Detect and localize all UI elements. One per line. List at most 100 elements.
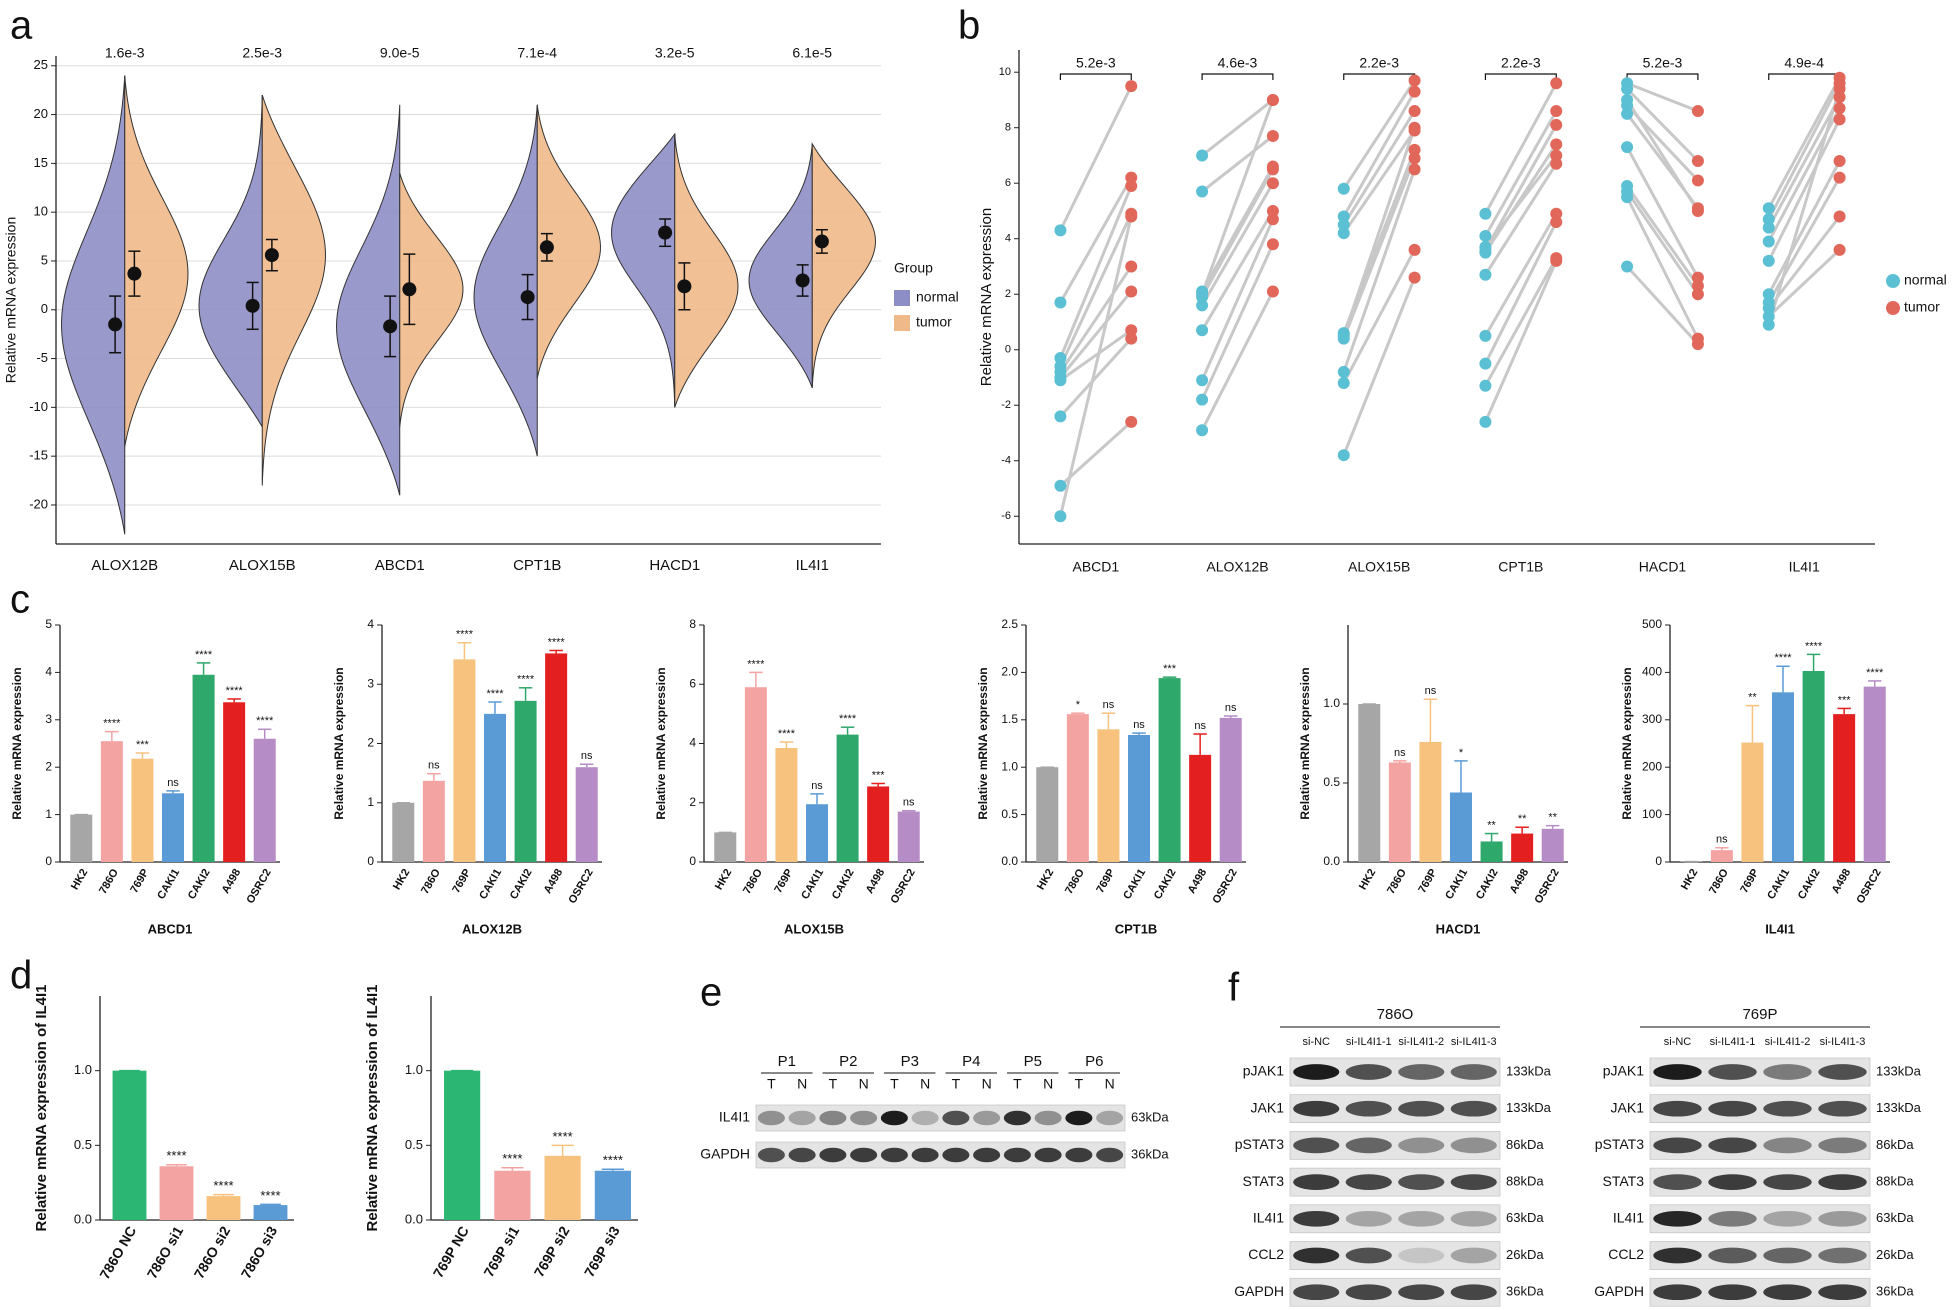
pair-line — [1484, 221, 1558, 365]
significance-label: ** — [1748, 691, 1757, 703]
bar — [1097, 729, 1120, 862]
band — [1293, 1284, 1340, 1301]
point — [1621, 107, 1634, 120]
y-tick-label: 0 — [1655, 854, 1662, 868]
violin-half — [811, 142, 877, 388]
point — [1762, 213, 1775, 226]
significance-label: ns — [1425, 685, 1437, 697]
significance-label: **** — [256, 715, 274, 727]
point — [1408, 74, 1421, 87]
blot-strip — [755, 1141, 1126, 1169]
bar — [714, 832, 737, 862]
band — [1818, 1174, 1867, 1190]
x-tick-label: CPT1B — [513, 557, 561, 574]
violin-half — [261, 94, 326, 486]
band — [1398, 1284, 1445, 1301]
band — [1034, 1110, 1062, 1126]
mean-point — [264, 248, 279, 263]
band — [1653, 1174, 1702, 1190]
x-tick-label: HACD1 — [649, 557, 700, 574]
significance-label: **** — [1805, 640, 1823, 652]
pair-line — [1767, 215, 1841, 310]
legend-swatch — [894, 315, 910, 331]
size-label: 63kDa — [1876, 1210, 1914, 1225]
band — [1763, 1210, 1812, 1227]
pair-line — [1200, 243, 1275, 401]
group-label: P4 — [962, 1053, 980, 1070]
size-label: 36kDa — [1876, 1284, 1914, 1299]
y-tick-label: 2.5 — [1001, 617, 1018, 631]
y-tick-label: 1.0 — [1323, 696, 1340, 710]
significance-label: **** — [456, 629, 474, 641]
y-tick-label: 1.0 — [1001, 759, 1018, 773]
band — [1653, 1137, 1702, 1154]
y-tick-label: 0.0 — [1001, 854, 1018, 868]
y-tick-label: 3 — [45, 712, 52, 726]
band — [1708, 1100, 1757, 1117]
y-tick-label: 4 — [45, 665, 52, 679]
legend-marker — [1886, 274, 1900, 288]
y-tick-label: -2 — [1001, 399, 1011, 411]
y-tick-label: 1 — [45, 807, 52, 821]
group-label: P5 — [1024, 1053, 1042, 1070]
pair-line — [1200, 218, 1275, 381]
point — [1691, 155, 1704, 168]
bar — [1388, 762, 1411, 862]
pair-line — [1059, 185, 1133, 359]
band — [1450, 1100, 1497, 1117]
row-label: IL4I1 — [1253, 1210, 1284, 1226]
band — [1763, 1174, 1812, 1190]
point — [1691, 271, 1704, 284]
size-label: 133kDa — [1876, 1063, 1922, 1078]
mean-point — [658, 225, 673, 240]
bar — [206, 1196, 241, 1220]
violin-half — [536, 104, 601, 379]
point — [1479, 379, 1492, 392]
lane-label: N — [920, 1076, 930, 1092]
point — [1337, 377, 1350, 390]
x-axis-label: IL4I1 — [1765, 921, 1795, 936]
p-value: 4.9e-4 — [1784, 55, 1824, 71]
point — [1479, 229, 1492, 242]
point — [1550, 138, 1563, 151]
point — [1408, 163, 1421, 176]
point — [1266, 163, 1279, 176]
point — [1337, 449, 1350, 462]
row-label: IL4I1 — [719, 1109, 750, 1125]
size-label: 86kDa — [1876, 1137, 1914, 1152]
significance-label: *** — [872, 769, 886, 781]
point — [1408, 85, 1421, 98]
y-tick-label: 0.5 — [1001, 807, 1018, 821]
pair-line — [1058, 216, 1133, 517]
band — [1763, 1284, 1812, 1301]
y-tick-label: 200 — [1642, 759, 1662, 773]
point — [1691, 279, 1704, 292]
point — [1196, 393, 1209, 406]
row-label: pSTAT3 — [1595, 1136, 1644, 1152]
pair-line — [1201, 98, 1274, 157]
panel-label: a — [10, 4, 33, 48]
y-tick-label: -6 — [1001, 510, 1011, 522]
significance-label: *** — [1838, 694, 1852, 706]
band — [1653, 1064, 1702, 1080]
band — [1763, 1137, 1812, 1154]
pair-line — [1200, 165, 1275, 293]
band — [1708, 1137, 1757, 1154]
x-tick-label: IL4I1 — [1789, 559, 1820, 575]
bar — [112, 1070, 147, 1220]
row-label: IL4I1 — [1613, 1210, 1644, 1226]
band — [1398, 1064, 1445, 1080]
bar — [253, 738, 276, 862]
bar — [1863, 686, 1886, 862]
point — [1691, 105, 1704, 118]
row-label: pJAK1 — [1603, 1063, 1644, 1079]
band — [1653, 1284, 1702, 1301]
band — [911, 1110, 939, 1126]
significance-label: **** — [166, 1148, 186, 1163]
significance-label: ns — [1394, 747, 1406, 759]
point — [1125, 171, 1138, 184]
group-label: P2 — [839, 1053, 857, 1070]
y-tick-label: 100 — [1642, 807, 1662, 821]
